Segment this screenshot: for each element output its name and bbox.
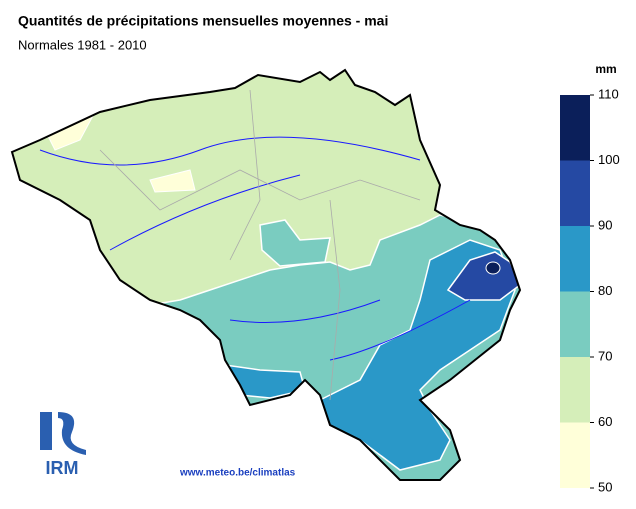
legend-unit: mm [595, 62, 616, 76]
legend-tick-label: 60 [598, 414, 612, 429]
legend-tick-label: 50 [598, 479, 612, 494]
legend-band [560, 291, 590, 357]
map [12, 70, 520, 480]
legend-tick-label: 80 [598, 283, 612, 298]
legend: 50 60 70 80 90 100 110 [560, 86, 620, 494]
subtitle: Normales 1981 - 2010 [18, 37, 147, 52]
legend-band [560, 160, 590, 226]
rivers [39, 136, 471, 361]
logo: IRM [40, 412, 86, 478]
legend-band [560, 226, 590, 292]
legend-tick-label: 70 [598, 348, 612, 363]
title: Quantités de précipitations mensuelles m… [18, 13, 388, 29]
legend-tick-label: 90 [598, 217, 612, 232]
logo-text: IRM [46, 458, 79, 478]
legend-tick-label: 100 [598, 152, 620, 167]
legend-tick-label: 110 [598, 86, 619, 101]
legend-band [560, 95, 590, 161]
zone-100-110 [485, 261, 501, 275]
borders [99, 89, 421, 401]
legend-band [560, 422, 590, 488]
legend-band [560, 357, 590, 423]
url: www.meteo.be/climatlas [179, 468, 296, 479]
